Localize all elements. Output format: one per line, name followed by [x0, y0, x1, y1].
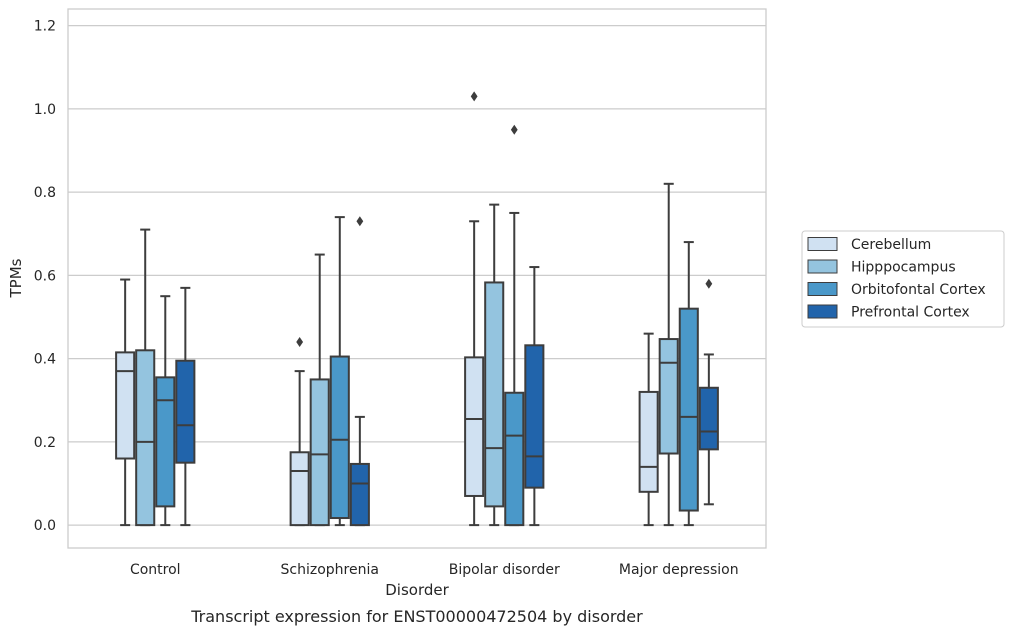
- figure-caption: Transcript expression for ENST0000047250…: [190, 607, 643, 626]
- x-axis-title: Disorder: [385, 581, 449, 599]
- iqr-box: [115, 351, 136, 460]
- iqr-box: [678, 307, 699, 512]
- y-tick-label: 0.4: [34, 352, 56, 368]
- legend: Cerebellum Hipppocampus Orbitofontal Corte…: [801, 230, 1005, 328]
- iqr-box: [658, 338, 679, 455]
- iqr-box: [289, 451, 310, 527]
- outlier-point: [296, 336, 304, 347]
- x-tick-label: Control: [130, 562, 181, 578]
- iqr-box: [504, 391, 525, 527]
- box-orbitofontal-cortex-bipolar-disorder: [504, 124, 525, 527]
- iqr-box: [135, 349, 156, 527]
- outlier-point: [510, 124, 518, 135]
- y-tick-label: 0.8: [34, 185, 56, 201]
- box-prefrontal-cortex-bipolar-disorder: [524, 266, 545, 527]
- outlier-point: [356, 216, 364, 227]
- y-tick-label: 0.0: [34, 518, 56, 534]
- box-groups: [115, 91, 719, 527]
- iqr-box: [698, 386, 719, 451]
- x-tick-label: Schizophrenia: [281, 562, 379, 578]
- iqr-box: [464, 356, 485, 497]
- legend-label: Prefrontal Cortex: [851, 305, 970, 321]
- plot-area-frame: [67, 8, 767, 549]
- legend-label: Cerebellum: [851, 237, 931, 253]
- x-tick-label: Bipolar disorder: [449, 562, 560, 578]
- iqr-box: [309, 378, 330, 527]
- outlier-point: [705, 278, 713, 289]
- iqr-box: [175, 359, 196, 464]
- box-cerebellum-bipolar-disorder: [464, 91, 485, 527]
- box-orbitofontal-cortex-major-depression: [678, 241, 699, 527]
- legend-frame: [801, 230, 1005, 328]
- box-orbitofontal-cortex-schizophrenia: [329, 216, 350, 527]
- box-hipppocampus-bipolar-disorder: [484, 203, 505, 527]
- box-cerebellum-control: [115, 278, 136, 527]
- y-tick-label: 0.6: [34, 268, 56, 284]
- legend-label: Hipppocampus: [851, 260, 956, 276]
- y-axis-title: TPMs: [7, 258, 25, 298]
- y-tick-label: 0.2: [34, 435, 56, 451]
- iqr-box: [484, 281, 505, 508]
- box-cerebellum-schizophrenia: [289, 336, 310, 527]
- legend-label: Orbitofontal Cortex: [851, 282, 986, 298]
- box-hipppocampus-schizophrenia: [309, 253, 330, 527]
- legend-swatch: [807, 304, 838, 319]
- iqr-box: [524, 344, 545, 489]
- iqr-box: [329, 355, 350, 520]
- box-prefrontal-cortex-schizophrenia: [349, 216, 370, 527]
- box-hipppocampus-control: [135, 228, 156, 527]
- iqr-box: [349, 462, 370, 527]
- outlier-point: [470, 91, 478, 102]
- x-tick-label: Major depression: [619, 562, 739, 578]
- y-tick-label: 1.0: [34, 102, 56, 118]
- iqr-box: [638, 390, 659, 493]
- x-tick-labels: Control Schizophrenia Bipolar disorder Majo…: [130, 562, 739, 578]
- iqr-box: [155, 376, 176, 508]
- y-tick-label: 1.2: [34, 19, 56, 35]
- box-orbitofontal-cortex-control: [155, 295, 176, 527]
- y-tick-labels: 0.0 0.2 0.4 0.6 0.8 1.0 1.2: [34, 19, 56, 534]
- legend-swatch: [807, 282, 838, 296]
- box-prefrontal-cortex-major-depression: [698, 278, 719, 506]
- box-hipppocampus-major-depression: [658, 182, 679, 527]
- box-prefrontal-cortex-control: [175, 286, 196, 527]
- legend-swatch: [807, 237, 838, 251]
- box-cerebellum-major-depression: [638, 332, 659, 527]
- legend-swatch: [807, 259, 838, 274]
